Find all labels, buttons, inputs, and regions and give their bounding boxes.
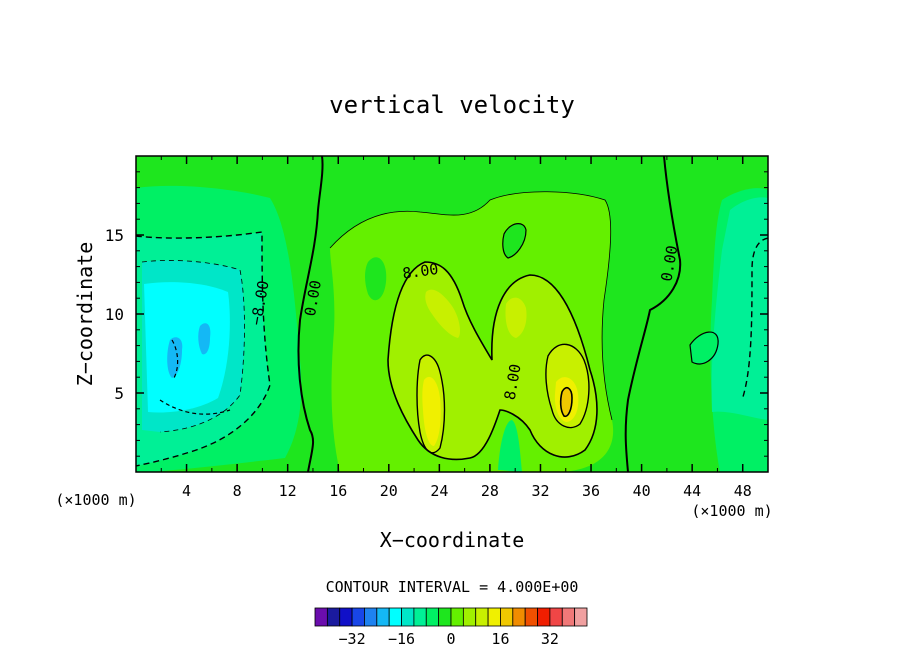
contour-plus8: [387, 261, 598, 461]
x-axis-label: X−coordinate: [380, 528, 525, 552]
colorbar-cell: [549, 607, 563, 627]
field-pos-blob-left: [365, 257, 387, 301]
contour-interval: CONTOUR INTERVAL = 4.000E+00: [326, 578, 579, 596]
contour-lines: [136, 156, 768, 472]
contour-plus12-right: [545, 343, 590, 429]
colorbar-cell: [487, 607, 501, 627]
colorbar-cell: [537, 607, 551, 627]
contour-label: 8.00: [501, 363, 525, 402]
x-tick-label: 40: [633, 482, 651, 500]
contour-label: 8.00: [401, 260, 439, 283]
y-tick-label: 5: [114, 384, 124, 403]
field-pos-yellow-mid: [505, 297, 527, 338]
field-pos-yellow-tongue: [425, 289, 460, 338]
contour-minus8-right: [741, 237, 768, 401]
field-neg-core2: [198, 323, 211, 355]
field-neg-cyan: [144, 282, 230, 413]
chart-title: vertical velocity: [329, 91, 575, 119]
colorbar-cell: [561, 607, 576, 627]
y-tick-label: 15: [105, 226, 124, 245]
x-tick-label: 32: [531, 482, 549, 500]
colorbar-cell: [388, 607, 402, 627]
x-tick-label: 36: [582, 482, 600, 500]
field-neg-right-blob: [690, 332, 719, 364]
contour-label: 0.00: [657, 244, 681, 283]
colorbar-cell: [364, 607, 378, 627]
x-tick-label: 44: [683, 482, 701, 500]
colorbar-tick-label: 32: [541, 630, 559, 648]
colorbar-cell: [339, 607, 353, 627]
field-neg-core1: [167, 337, 183, 378]
contour-top-blob: [502, 223, 527, 259]
x-tick-label: 4: [182, 482, 191, 500]
contour-plus4: [329, 191, 613, 421]
colorbar-cell: [376, 607, 390, 627]
contour-label-group: 8.00: [501, 363, 525, 402]
field-pos-orange-right: [560, 387, 572, 417]
field-pos-yellow-left: [422, 376, 441, 446]
colorbar-tick-label: 0: [446, 630, 455, 648]
colorbar-cell: [351, 607, 365, 627]
contour-zero-right: [624, 156, 682, 472]
colorbar-cell: [574, 607, 588, 627]
contour-zero-left: [297, 156, 324, 472]
contour-right-blob: [689, 331, 719, 365]
x-tick-label: 24: [430, 482, 448, 500]
colorbar-cell: [401, 607, 415, 627]
colorbar-cell: [450, 607, 464, 627]
colorbar-tick-label: −16: [388, 630, 415, 648]
x-tick-label: 8: [233, 482, 242, 500]
colorbar-cell: [462, 607, 477, 627]
contour-plus12-left: [416, 354, 446, 454]
contour-label-group: 0.00: [657, 244, 681, 283]
colorbar-cell: [413, 607, 427, 627]
x-tick-label: 16: [329, 482, 347, 500]
colorbar-ticks: −32 −16 0 16 32: [339, 630, 559, 648]
contour-minus8-left: [136, 231, 271, 467]
x-tick-label: 28: [481, 482, 499, 500]
colorbar-tick-label: −32: [339, 630, 366, 648]
y-ticks: 5 10 15: [105, 171, 768, 457]
colorbar: [314, 607, 588, 627]
colorbar-cell: [314, 607, 328, 627]
colorbar-cell: [438, 607, 452, 627]
colorbar-tick-label: 16: [491, 630, 509, 648]
x-unit-left: (×1000 m): [55, 491, 136, 509]
contour-minus4-left: [141, 260, 245, 433]
colorbar-cell: [475, 607, 489, 627]
colorbar-cell: [326, 607, 341, 627]
colorbar-cell: [425, 607, 440, 627]
x-tick-label: 48: [734, 482, 752, 500]
colorbar-cell: [500, 607, 514, 627]
contour-label-group: 0.00: [301, 279, 325, 318]
field-neg-bottom-pocket: [498, 420, 522, 472]
plot-area: [136, 156, 768, 472]
contour-label: 0.00: [301, 279, 325, 318]
colorbar-cell: [524, 607, 538, 627]
colorbar-cell: [512, 607, 526, 627]
contour-minus12-left: [159, 339, 231, 415]
contour-label-group: 8.00: [401, 260, 439, 283]
x-tick-label: 12: [279, 482, 297, 500]
x-unit-right: (×1000 m): [691, 502, 772, 520]
y-axis-label: Z−coordinate: [73, 242, 97, 387]
x-ticks: 4 8 12 16 20 24 28 32 36 40 44 48: [160, 156, 752, 500]
contour-plus16-right: [559, 386, 573, 418]
y-tick-label: 10: [105, 305, 124, 324]
field-pos-top-blob: [502, 223, 526, 258]
x-tick-label: 20: [380, 482, 398, 500]
